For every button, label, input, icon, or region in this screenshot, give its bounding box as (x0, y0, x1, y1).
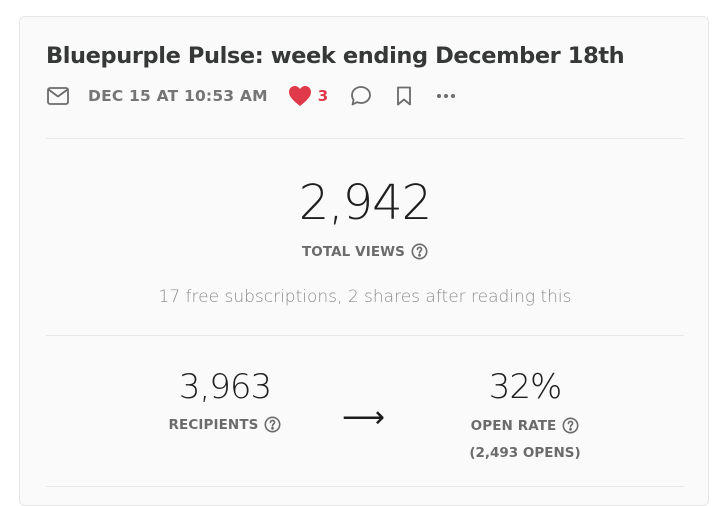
recipients-value: 3,963 (178, 367, 272, 407)
post-title[interactable]: Bluepurple Pulse: week ending December 1… (46, 43, 625, 69)
divider (46, 138, 684, 139)
recipients-label-row: RECIPIENTS (125, 416, 325, 433)
divider (46, 486, 684, 487)
total-views-value: 2,942 (298, 175, 432, 231)
bookmark-icon[interactable] (396, 86, 412, 106)
arrow-right-icon: ⟶ (342, 400, 386, 435)
divider (46, 335, 684, 336)
engagement-summary: 17 free subscriptions, 2 shares after re… (158, 287, 572, 307)
help-circle-icon[interactable] (562, 417, 579, 434)
comment-icon[interactable] (350, 85, 372, 107)
open-rate-label-row: OPEN RATE (425, 417, 625, 434)
heart-icon (288, 85, 312, 107)
mail-icon (46, 84, 70, 108)
opens-count: (2,493 OPENS) (469, 445, 581, 461)
recipients-label: RECIPIENTS (168, 416, 259, 433)
help-circle-icon[interactable] (411, 243, 428, 260)
post-date: DEC 15 AT 10:53 AM (88, 87, 268, 105)
open-rate-value: 32% (488, 367, 563, 407)
open-rate-label: OPEN RATE (470, 417, 557, 434)
like-count: 3 (317, 87, 329, 105)
total-views-label: TOTAL VIEWS (301, 243, 405, 260)
help-circle-icon[interactable] (264, 416, 281, 433)
total-views-label-row: TOTAL VIEWS (20, 243, 710, 260)
more-icon[interactable] (436, 93, 456, 99)
post-meta-row: DEC 15 AT 10:53 AM 3 (46, 83, 456, 109)
post-stats-card: Bluepurple Pulse: week ending December 1… (19, 16, 709, 506)
like-button[interactable]: 3 (288, 85, 328, 107)
